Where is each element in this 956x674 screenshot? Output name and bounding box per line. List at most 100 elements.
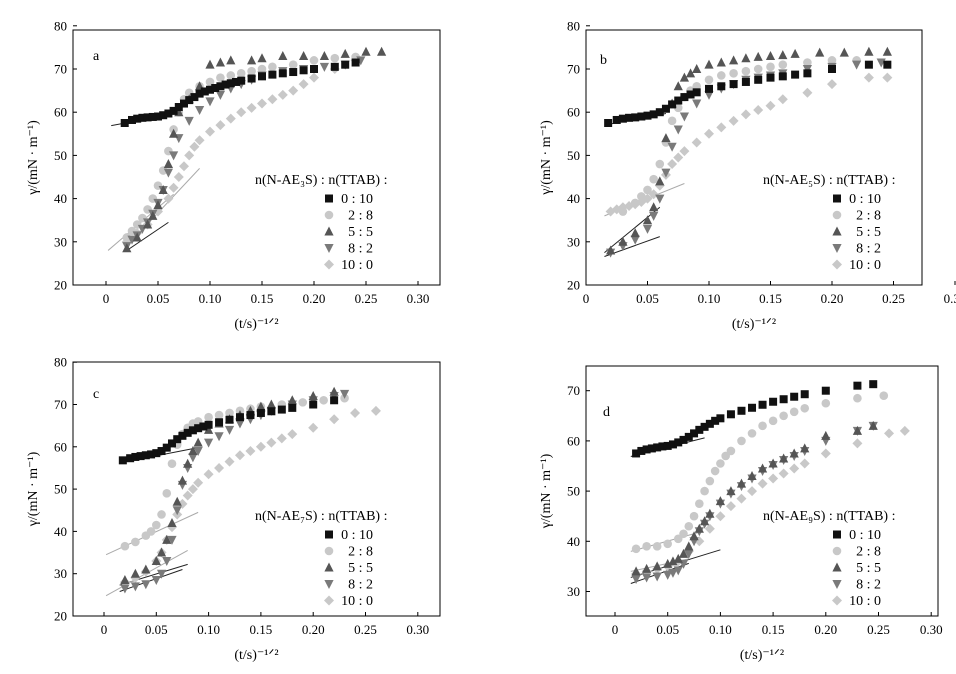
data-point bbox=[131, 452, 140, 461]
data-point bbox=[195, 106, 205, 116]
data-point bbox=[663, 558, 673, 568]
data-point bbox=[289, 68, 298, 77]
data-point bbox=[288, 85, 299, 96]
legend-marker bbox=[324, 546, 334, 556]
data-point bbox=[131, 537, 140, 547]
data-point bbox=[695, 499, 704, 508]
data-point bbox=[778, 50, 788, 60]
plot-area bbox=[105, 386, 381, 597]
data-point bbox=[185, 96, 194, 105]
data-point bbox=[777, 94, 788, 105]
data-point bbox=[642, 563, 652, 573]
data-point bbox=[673, 81, 683, 91]
data-point bbox=[169, 151, 179, 161]
data-point bbox=[146, 527, 156, 536]
x-tick-label: 0.20 bbox=[302, 622, 325, 637]
y-tick-label: 30 bbox=[54, 566, 67, 581]
x-axis-title: (t/s)⁻¹ᐟ² bbox=[234, 648, 278, 663]
data-point bbox=[266, 437, 277, 448]
data-point bbox=[647, 444, 656, 453]
data-point bbox=[204, 438, 214, 448]
data-point bbox=[339, 389, 350, 399]
x-tick-label: 0.20 bbox=[814, 622, 837, 637]
data-point bbox=[169, 128, 179, 138]
plot-frame bbox=[72, 29, 441, 286]
data-point bbox=[852, 438, 863, 449]
data-point bbox=[172, 506, 182, 516]
x-tick-label: 0.30 bbox=[920, 622, 943, 637]
data-point bbox=[162, 443, 171, 452]
data-point bbox=[655, 176, 665, 186]
data-point bbox=[716, 57, 726, 67]
legend-marker bbox=[833, 194, 841, 203]
data-point bbox=[158, 166, 168, 175]
x-tick-label: 0.15 bbox=[762, 622, 785, 637]
y-axis-title: γ/(mN · m⁻¹) bbox=[539, 120, 554, 196]
y-tick-label: 30 bbox=[567, 234, 580, 249]
data-point bbox=[667, 142, 677, 152]
data-point bbox=[699, 516, 710, 526]
data-point bbox=[766, 62, 775, 72]
data-point bbox=[216, 73, 225, 82]
data-point bbox=[204, 420, 213, 429]
data-point bbox=[618, 114, 627, 123]
series-4 bbox=[119, 405, 381, 588]
data-point bbox=[195, 89, 204, 98]
legend-marker bbox=[324, 210, 334, 220]
legend-label: 5 : 5 bbox=[348, 225, 373, 240]
data-point bbox=[193, 447, 203, 457]
data-point bbox=[183, 458, 193, 468]
plot-frame bbox=[585, 29, 923, 286]
data-point bbox=[741, 53, 751, 63]
y-tick-label: 80 bbox=[54, 18, 67, 33]
data-point bbox=[173, 172, 184, 182]
x-tick-label: 0.10 bbox=[199, 291, 222, 306]
data-point bbox=[194, 424, 203, 433]
data-point bbox=[130, 582, 140, 592]
data-point bbox=[194, 135, 205, 146]
data-point bbox=[257, 98, 267, 109]
data-point bbox=[652, 561, 662, 571]
series-0 bbox=[120, 58, 360, 127]
data-point bbox=[188, 446, 198, 456]
data-point bbox=[122, 233, 132, 242]
data-point bbox=[779, 411, 788, 421]
data-point bbox=[736, 493, 747, 504]
x-tick-label: 0 bbox=[103, 291, 110, 306]
data-point bbox=[868, 420, 878, 430]
data-point bbox=[729, 55, 739, 65]
data-point bbox=[247, 55, 257, 65]
x-tick-label: 0.05 bbox=[147, 291, 170, 306]
y-tick-label: 60 bbox=[567, 105, 580, 120]
series-2 bbox=[631, 420, 878, 576]
legend-title: n(N-AE₇S) : n(TTAB) : bbox=[255, 509, 387, 524]
series-0 bbox=[604, 60, 892, 127]
data-point bbox=[162, 489, 172, 498]
data-point bbox=[199, 422, 208, 431]
data-point bbox=[642, 573, 652, 583]
data-point bbox=[190, 93, 199, 102]
data-point bbox=[899, 425, 910, 436]
data-point bbox=[267, 407, 276, 416]
data-point bbox=[704, 90, 714, 100]
data-point bbox=[716, 122, 727, 133]
data-point bbox=[256, 408, 265, 417]
data-point bbox=[704, 75, 714, 85]
panel-c: 0 0.05 0.10 0.15 0.20 0.25 0.30 20 30 40 50 60 70 80 (… bbox=[26, 355, 441, 663]
data-point bbox=[132, 232, 142, 242]
y-tick-label: 20 bbox=[54, 609, 67, 624]
data-point bbox=[141, 564, 151, 574]
plot-area bbox=[107, 46, 387, 253]
x-tick-label: 0 bbox=[583, 291, 590, 306]
data-point bbox=[668, 556, 678, 566]
data-point bbox=[214, 432, 224, 442]
data-point bbox=[882, 46, 892, 56]
data-point bbox=[631, 113, 640, 122]
data-point bbox=[133, 114, 142, 123]
data-point bbox=[169, 106, 178, 115]
data-point bbox=[673, 566, 683, 576]
data-point bbox=[120, 119, 129, 127]
data-point bbox=[206, 85, 214, 94]
data-point bbox=[747, 486, 758, 497]
data-point bbox=[236, 107, 247, 118]
